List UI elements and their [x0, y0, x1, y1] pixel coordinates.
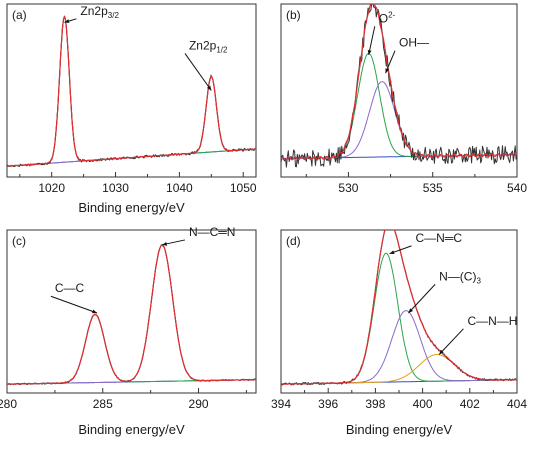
plot-frame: [6, 229, 257, 394]
annotation-label: Zn2p1/2: [189, 38, 228, 54]
annotation-arrowhead: [389, 250, 395, 254]
annotation-arrow: [50, 295, 98, 314]
fitted-curve-line: [7, 15, 256, 167]
annotation-main-text: C—N═C: [416, 231, 463, 245]
panel-label: (d): [286, 234, 301, 248]
annotation-arrow: [408, 284, 436, 314]
annotation-arrowhead: [439, 349, 444, 355]
x-axis-label: Binding energy/eV: [346, 422, 453, 437]
chart-panel: 394 396 398 400 402 404 Binding energy/eV (d) C—…: [271, 229, 527, 437]
envelope-line: [281, 4, 517, 160]
annotation-main-text: N—(C): [439, 269, 476, 283]
annotation-label: N—(C)3: [439, 269, 481, 285]
fitted-curve-line: [281, 4, 517, 161]
chart-panel: 1020 1030 1040 1050 Binding energy/eV (a) Zn2p…: [6, 3, 257, 215]
annotation-arrowhead: [367, 49, 372, 55]
x-tick-label: 280: [0, 397, 17, 411]
x-tick-label: 400: [413, 397, 433, 411]
envelope-line: [7, 15, 256, 167]
annotation-arrow: [438, 328, 464, 355]
annotation-main-text: O: [379, 11, 388, 25]
fitted-curve-line: [281, 230, 517, 385]
chart-panel: 530 535 540(b) O2-OH—: [280, 3, 527, 195]
chart-panel: 280 285 290 Binding energy/eV (c) C—C N—C═N: [0, 225, 257, 437]
x-tick-label: 1030: [102, 181, 129, 195]
annotation-main-text: N—C═N: [189, 225, 236, 239]
x-tick-label: 402: [460, 397, 480, 411]
annotation-arrowhead: [162, 241, 168, 246]
x-tick-label: 396: [318, 397, 338, 411]
annotation-arrow: [368, 26, 376, 55]
annotation-main-text: Zn2p: [80, 4, 108, 18]
annotation-label: OH—: [399, 36, 429, 50]
annotation-main-text: C—N—H: [467, 314, 517, 328]
annotation-suffix: —: [417, 36, 429, 50]
x-tick-label: 1050: [230, 181, 257, 195]
annotation-superscript: 2-: [388, 10, 395, 19]
plot-area: [7, 15, 256, 168]
annotation-main-text: Zn2p: [189, 38, 217, 52]
x-tick-label: 530: [338, 181, 358, 195]
annotation-main-text: C—C: [55, 281, 85, 295]
fitted-curve-line: [7, 244, 256, 385]
annotation-subscript: 3/2: [108, 11, 120, 20]
x-axis-label: Binding energy/eV: [78, 422, 185, 437]
annotation-label: C—N═C: [416, 231, 463, 245]
annotation-subscript: 3: [476, 276, 481, 285]
plot-area: [7, 244, 256, 386]
annotation-label: N—C═N: [189, 225, 236, 239]
plot-frame: [6, 3, 257, 178]
x-tick-label: 285: [93, 397, 113, 411]
x-tick-label: 290: [189, 397, 209, 411]
envelope-line: [7, 244, 256, 385]
annotation-main-text: OH: [399, 36, 417, 50]
annotation-arrow: [184, 53, 212, 91]
annotation-label: C—C: [55, 281, 85, 295]
x-tick-label: 394: [271, 397, 291, 411]
plot-frame: [280, 3, 518, 178]
raw-data-line: [7, 244, 256, 386]
x-tick-label: 540: [507, 181, 527, 195]
x-tick-label: 1040: [166, 181, 193, 195]
annotation-label: O2-: [379, 10, 396, 25]
component-peak-line: [281, 52, 517, 160]
panel-label: (a): [12, 8, 27, 22]
raw-data-line: [281, 4, 517, 168]
component-peak-line: [7, 313, 256, 385]
x-tick-label: 1020: [38, 181, 65, 195]
annotation-arrowhead: [64, 19, 70, 23]
annotation-arrowhead: [408, 308, 414, 313]
x-tick-label: 404: [507, 397, 527, 411]
annotation-arrowhead: [385, 68, 390, 74]
annotation-subscript: 1/2: [216, 45, 228, 54]
component-peak-line: [7, 15, 256, 167]
panel-label: (b): [286, 8, 301, 22]
plot-area: [281, 230, 517, 386]
panel-label: (c): [12, 234, 26, 248]
annotation-label: C—N—H: [467, 314, 517, 328]
annotation-arrowhead: [207, 85, 212, 91]
x-tick-label: 535: [423, 181, 443, 195]
annotation-arrowhead: [92, 309, 98, 314]
component-peak-line: [7, 244, 256, 385]
plot-area: [281, 4, 517, 168]
x-tick-label: 398: [365, 397, 385, 411]
raw-data-line: [7, 16, 256, 168]
annotation-label: Zn2p3/2: [80, 4, 119, 20]
x-axis-label: Binding energy/eV: [78, 200, 185, 215]
